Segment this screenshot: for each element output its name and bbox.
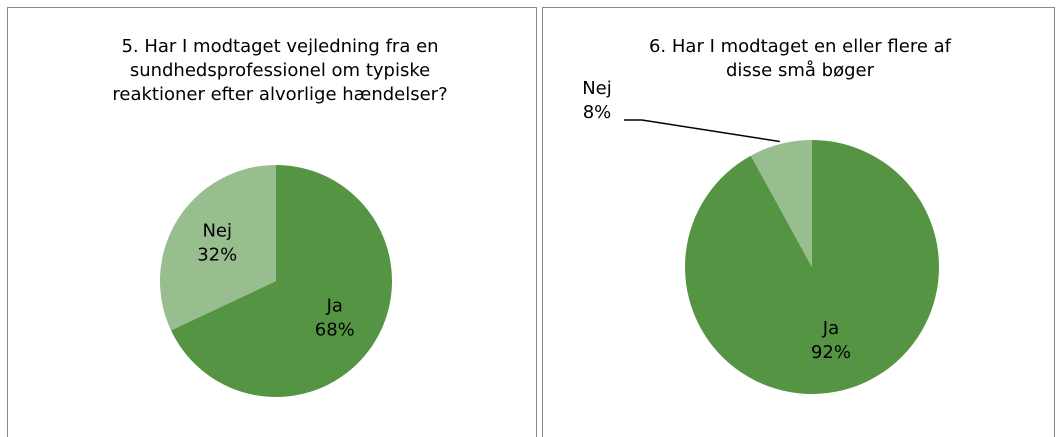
slice-label: 8%	[583, 102, 612, 123]
pie-slice	[159, 165, 276, 331]
panel-border	[542, 7, 1055, 437]
leader-line	[624, 119, 780, 143]
slice-label: 32%	[197, 245, 237, 266]
slice-category: Nej	[582, 78, 612, 99]
panel-border	[7, 7, 537, 437]
chart-title: reaktioner efter alvorlige hændelser?	[112, 84, 447, 105]
pie-slice	[171, 165, 392, 397]
pie-slice	[750, 140, 812, 267]
pie-slice	[684, 140, 939, 394]
slice-label: 68%	[315, 319, 355, 340]
slice-category: Nej	[202, 221, 232, 242]
chart-title: 6. Har I modtaget en eller flere af	[649, 36, 952, 57]
slice-category: Ja	[822, 318, 839, 339]
chart-title: 5. Har I modtaget vejledning fra en	[121, 36, 438, 57]
slice-label: 92%	[811, 342, 851, 363]
chart-title: disse små bøger	[726, 60, 875, 81]
chart-title: sundhedsprofessionel om typiske	[130, 60, 430, 81]
slice-category: Ja	[326, 295, 343, 316]
